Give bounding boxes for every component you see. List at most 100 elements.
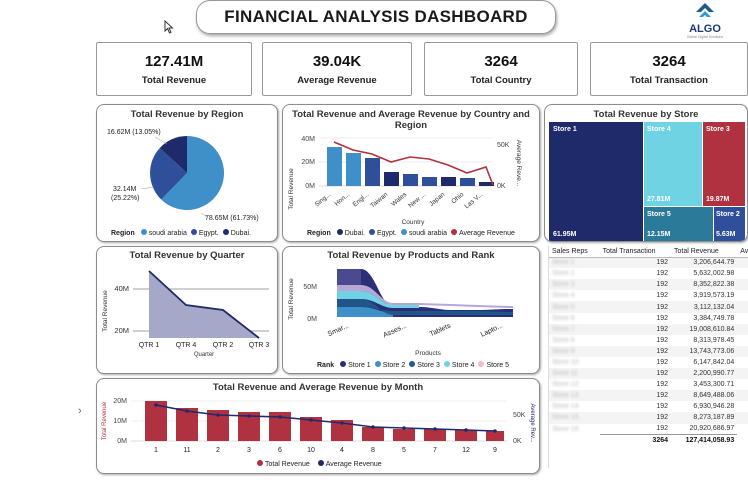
bar-england[interactable] (365, 158, 380, 186)
column-header[interactable]: Total Transaction (599, 246, 671, 258)
table-row[interactable]: Store 8 192 8,313,978.45 (549, 335, 748, 346)
ribbon-store-5[interactable] (337, 285, 513, 308)
legend-item-store-5[interactable]: Store 5 (478, 361, 509, 369)
region-pie-card[interactable]: Total Revenue by Region 16.62M (13.05%) … (96, 104, 278, 242)
kpi-total-country[interactable]: 3264 Total Country (424, 42, 578, 96)
transaction-cell: 192 (656, 270, 668, 278)
bar-month-3[interactable] (238, 412, 260, 441)
quarter-area-card[interactable]: Total Revenue by Quarter Total Revenue 4… (96, 246, 278, 374)
bar-month-10[interactable] (300, 417, 322, 441)
tile-store-3[interactable]: Store 3 19.87M (703, 122, 745, 206)
month-combo-chart[interactable]: Total Revenue 20M 10M 0M 50K (97, 393, 540, 461)
kpi-average-revenue[interactable]: 39.04K Average Revenue (262, 42, 412, 96)
country-combo-chart[interactable]: Total Revenue 40M 20M 0M 50K 0K Average … (283, 133, 540, 229)
table-row[interactable]: Store 16 192 20,920,686.97 (549, 424, 748, 435)
table-row[interactable]: Store 4 192 3,919,573.19 (549, 290, 748, 301)
bar-month-8[interactable] (362, 427, 384, 441)
bar-new[interactable] (422, 177, 437, 186)
kpi-total-revenue[interactable]: 127.41M Total Revenue (96, 42, 252, 96)
y-axis-label: Total Revenue (288, 168, 295, 210)
chevron-right-icon[interactable]: › (78, 405, 82, 417)
bar-month-6[interactable] (269, 412, 291, 441)
x-tick: Smar... (327, 322, 350, 338)
table-row[interactable]: Store 10 192 6,147,842.04 (549, 357, 748, 368)
pie-slice-soudi-arabia[interactable] (161, 136, 225, 210)
bar-month-2[interactable] (207, 410, 229, 441)
legend-item-soudi-arabia[interactable]: soudi arabia (400, 229, 447, 237)
legend-item-egypt[interactable]: Egypt. (368, 229, 397, 237)
tile-store-1[interactable]: Store 1 61.95M (549, 122, 643, 241)
legend-item-store-1[interactable]: Store 1 (340, 361, 371, 369)
tile-store-5[interactable]: Store 5 12.15M (644, 207, 713, 241)
bar-month-9[interactable] (486, 431, 504, 441)
column-header[interactable]: Ave (737, 246, 748, 258)
legend-item-average-revenue[interactable]: Average Revenue (450, 229, 515, 237)
average-cell (737, 268, 748, 279)
table-row[interactable]: Store 7 192 19,008,610.84 (549, 323, 748, 335)
bar-japan[interactable] (441, 177, 456, 186)
bar-month-4[interactable] (331, 420, 353, 441)
legend-item-dubai[interactable]: Dubai. (336, 229, 365, 237)
bar-wales[interactable] (403, 174, 418, 186)
quarter-revenue-line[interactable] (148, 270, 260, 339)
legend-item-store-2[interactable]: Store 2 (374, 361, 405, 369)
products-ribbon-card[interactable]: Total Revenue by Products and Rank Total… (282, 246, 540, 374)
products-ribbon-chart[interactable]: Total Revenue 50M 0M Smar... Asses... Ta… (283, 261, 540, 361)
pie-slice-dubai[interactable] (159, 136, 187, 173)
table-row[interactable]: Store 1 192 3,206,644.79 (549, 257, 748, 269)
legend-item-store-3[interactable]: Store 3 (409, 361, 440, 369)
sales-rep-cell: Store 8 (552, 336, 575, 344)
table-row[interactable]: Store 13 192 8,649,488.06 (549, 390, 748, 402)
kpi-value: 127.41M (144, 52, 204, 70)
legend-item-total-revenue[interactable]: Total Revenue (257, 460, 310, 468)
bar-ohio[interactable] (460, 178, 475, 186)
average-cell (737, 357, 748, 368)
bar-las-vegas[interactable] (479, 182, 494, 186)
quarter-area-fill (149, 271, 259, 338)
bar-month-12[interactable] (455, 430, 477, 441)
table-row[interactable]: Store 5 192 3,112,132.04 (549, 301, 748, 313)
table-row[interactable]: Store 6 192 3,384,749.78 (549, 313, 748, 324)
table-row[interactable]: Store 12 192 3,453,300.71 (549, 379, 748, 390)
bar-month-1[interactable] (145, 401, 167, 441)
table-row[interactable]: Store 11 192 2,200,990.77 (549, 368, 748, 380)
column-header[interactable]: Total Revenue (671, 246, 738, 258)
bar-hong-kong[interactable] (346, 153, 361, 186)
legend-item-average-revenue[interactable]: Average Revenue (317, 460, 382, 468)
column-header[interactable]: Sales Reps (549, 246, 600, 258)
average-cell (737, 401, 748, 412)
x-tick: 11 (183, 447, 190, 454)
bar-taiwan[interactable] (384, 172, 399, 186)
ribbon-store-4[interactable] (337, 291, 419, 308)
ribbon-store-3[interactable] (337, 299, 513, 315)
tile-store-2[interactable]: Store 2 5.63M (714, 207, 745, 241)
month-average-revenue-line[interactable] (155, 404, 496, 432)
pie-slice-egypt[interactable] (150, 148, 187, 200)
table-row[interactable]: Store 9 192 13,743,773.06 (549, 345, 748, 357)
average-revenue-line[interactable] (333, 141, 494, 186)
month-combo-card[interactable]: Total Revenue and Average Revenue by Mon… (96, 378, 540, 474)
quarter-area-chart[interactable]: Total Revenue 40M 20M QTR 1 QTR 4 QTR 2 … (97, 261, 278, 373)
bar-singapore[interactable] (327, 147, 342, 186)
legend-item-store-4[interactable]: Store 4 (443, 361, 474, 369)
legend-item-dubai[interactable]: Dubai. (222, 229, 251, 237)
table-row[interactable]: Store 3 192 8,352,822.38 (549, 279, 748, 291)
table-row[interactable]: Store 15 192 8,273,187.89 (549, 412, 748, 424)
y2-tick: 50K (497, 142, 510, 149)
sales-rep-cell: Store 1 (552, 259, 575, 267)
legend-item-soudi-arabia[interactable]: soudi arabia (140, 229, 187, 237)
region-pie-chart[interactable]: 16.62M (13.05%) 32.14M (25.22%) 78.65M (… (97, 119, 278, 227)
kpi-total-transaction[interactable]: 3264 Total Transaction (590, 42, 748, 96)
bar-month-7[interactable] (424, 429, 446, 441)
table-row[interactable]: Store 14 192 6,930,946.28 (549, 401, 748, 412)
table-row[interactable]: Store 2 192 5,632,002.98 (549, 268, 748, 279)
country-chart-card[interactable]: Total Revenue and Average Revenue by Cou… (282, 104, 540, 242)
bar-month-11[interactable] (176, 408, 198, 441)
store-treemap-card[interactable]: Total Revenue by Store Store 1 61.95M St… (544, 104, 748, 242)
legend-item-egypt[interactable]: Egypt. (190, 229, 219, 237)
bar-month-5[interactable] (393, 429, 415, 441)
tile-store-4[interactable]: Store 4 27.81M (644, 122, 702, 206)
x-tick: Asses... (382, 322, 408, 339)
sales-reps-table-panel[interactable]: Sales Reps Total Transaction Total Reven… (548, 246, 748, 468)
ribbon-store-2[interactable] (337, 307, 393, 317)
